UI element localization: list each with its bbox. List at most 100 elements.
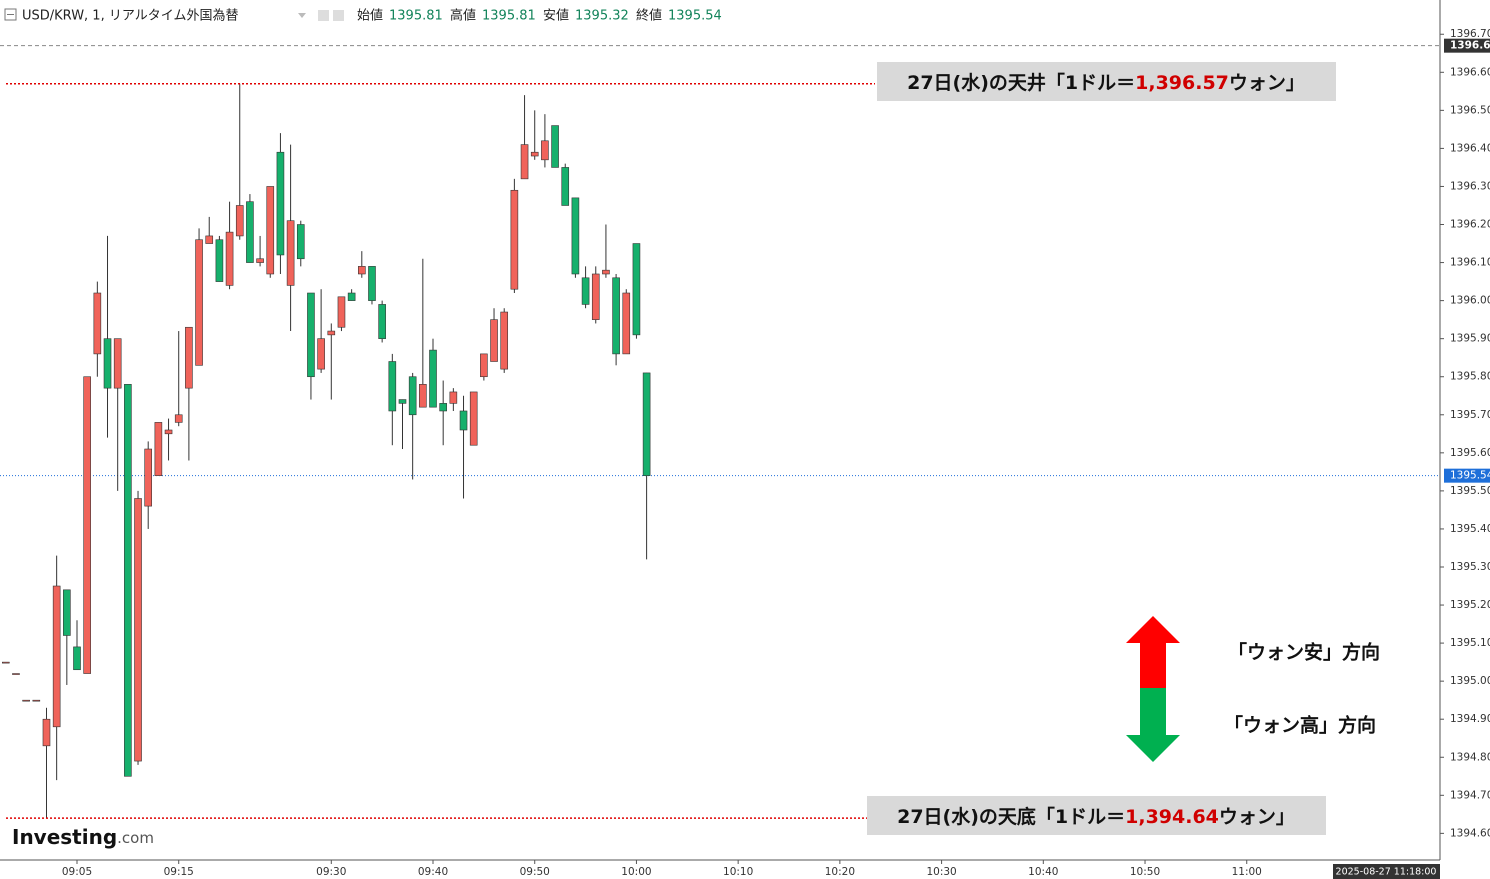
candle-body [124, 384, 132, 777]
x-tick-label: 10:00 [621, 866, 651, 878]
x-tick-label: 10:20 [825, 866, 855, 878]
candle-body [296, 224, 305, 260]
candle-body [83, 376, 91, 674]
annotation-value: 1,396.57 [1135, 72, 1229, 94]
candle-body [286, 220, 295, 286]
candle-body [307, 292, 315, 378]
candle-body [266, 186, 275, 275]
candle-body [510, 189, 519, 290]
candle-body [235, 205, 244, 237]
candle-body [93, 292, 102, 355]
annotation-text: 27日(水)の天底「1ドル＝1,394.64ウォン」 [897, 805, 1295, 828]
candle-body [530, 151, 539, 157]
collapse-icon[interactable] [4, 8, 17, 21]
candle-body [469, 391, 478, 446]
annotation-suffix: ウォン」 [1229, 72, 1305, 94]
candle-body [337, 296, 346, 328]
candle-body [12, 673, 20, 675]
last-price-label-bg [1444, 468, 1490, 483]
candle-body [459, 410, 468, 431]
y-tick-label: 1396.30 [1450, 180, 1490, 192]
open-label: 始値 [357, 8, 383, 24]
candle-body [154, 422, 163, 476]
candle-body [52, 585, 61, 728]
candle-body [591, 273, 600, 320]
candle-body [622, 292, 631, 355]
open-value: 1395.81 [389, 9, 443, 24]
candle-body [22, 699, 30, 702]
x-tick-label: 09:15 [164, 866, 194, 878]
candle-body [215, 239, 224, 282]
symbol: USD/KRW, 1, リアルタイム外国為替 [22, 8, 238, 24]
settings-icon[interactable] [318, 10, 329, 21]
annotation-text: 27日(水)の天井「1ドル＝1,396.57ウォン」 [907, 71, 1305, 94]
candle-body [378, 304, 386, 339]
x-tick-label: 10:30 [926, 866, 956, 878]
candle-body [205, 235, 214, 244]
y-tick-label: 1396.70 [1450, 28, 1490, 40]
candle-body [347, 292, 356, 301]
candle-body [439, 403, 447, 412]
candle-body [134, 498, 142, 762]
candle-body [500, 311, 509, 370]
candle-body [32, 699, 41, 702]
x-tick-label: 09:30 [316, 866, 346, 878]
candle-body [225, 231, 234, 286]
candle-body [388, 361, 397, 412]
x-tick-label: 09:40 [418, 866, 448, 878]
candle-body [73, 646, 81, 671]
candle-body [408, 376, 417, 416]
candle-body [256, 258, 264, 263]
candle-body [612, 277, 620, 355]
x-tick-label: 10:10 [723, 866, 753, 878]
y-tick-label: 1396.50 [1450, 104, 1490, 116]
candle-body [642, 372, 651, 476]
y-tick-label: 1395.80 [1450, 371, 1490, 383]
high-label: 高値 [450, 8, 476, 24]
candle-body [571, 197, 580, 275]
candle-body [246, 201, 254, 263]
candle-body [541, 140, 549, 161]
y-tick-label: 1395.20 [1450, 599, 1490, 611]
candle-body [358, 266, 366, 275]
y-tick-label: 1394.80 [1450, 751, 1490, 763]
x-tick-label: 10:50 [1130, 866, 1160, 878]
candle-body [602, 269, 610, 275]
dropdown[interactable] [298, 13, 306, 18]
y-tick-label: 1396.00 [1450, 295, 1490, 307]
timestamp-bg [1333, 864, 1440, 879]
timestamp: 2025-08-27 11:18:00 [1336, 867, 1437, 878]
y-tick-label: 1395.60 [1450, 447, 1490, 459]
candle-body [113, 338, 122, 389]
high-line-label-bg [1444, 38, 1490, 53]
candle-body [63, 589, 71, 636]
candle-body [449, 391, 458, 404]
close-icon[interactable] [333, 10, 344, 21]
high-line-label: 1396.67 [1450, 40, 1490, 52]
x-tick-label: 11:00 [1232, 866, 1262, 878]
candle-body [327, 330, 336, 336]
candle-body [480, 353, 488, 378]
candle-body [317, 338, 325, 370]
y-tick-label: 1395.50 [1450, 485, 1490, 497]
annotation-box [877, 62, 1336, 101]
y-tick-label: 1396.20 [1450, 219, 1490, 231]
last-price-label: 1395.54 [1450, 470, 1490, 482]
candle-body [632, 243, 641, 336]
y-tick-label: 1396.60 [1450, 66, 1490, 78]
y-tick-label: 1395.40 [1450, 523, 1490, 535]
candle-body [429, 349, 437, 408]
annotation-prefix: 27日(水)の天底「1ドル＝ [897, 805, 1125, 828]
x-tick-label: 09:50 [520, 866, 550, 878]
arrow-up [1126, 616, 1180, 688]
close-label: 終値 [636, 8, 662, 24]
y-tick-label: 1395.90 [1450, 333, 1490, 345]
candle-body [185, 326, 193, 389]
low-label: 安値 [543, 8, 569, 24]
y-tick-label: 1396.10 [1450, 257, 1490, 269]
candle-body [398, 399, 407, 404]
candle-body [368, 266, 376, 301]
watermark-brand: Investing [12, 825, 117, 849]
x-tick-label: 10:40 [1028, 866, 1058, 878]
